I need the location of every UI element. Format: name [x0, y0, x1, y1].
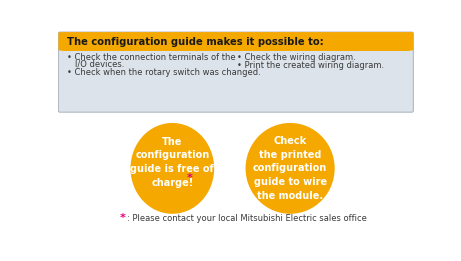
Text: • Check the wiring diagram.: • Check the wiring diagram. — [237, 53, 356, 62]
Text: *: * — [186, 173, 192, 183]
Text: The
configuration
guide is free of
charge!: The configuration guide is free of charg… — [130, 137, 214, 188]
Text: : Please contact your local Mitsubishi Electric sales office: : Please contact your local Mitsubishi E… — [127, 214, 366, 223]
Ellipse shape — [246, 123, 335, 214]
Text: I/O devices.: I/O devices. — [67, 60, 124, 69]
Text: Check
the printed
configuration
guide to wire
the module.: Check the printed configuration guide to… — [253, 136, 327, 201]
FancyBboxPatch shape — [59, 32, 414, 51]
FancyBboxPatch shape — [59, 32, 414, 112]
Text: • Print the created wiring diagram.: • Print the created wiring diagram. — [237, 61, 384, 70]
Ellipse shape — [130, 123, 214, 214]
FancyBboxPatch shape — [61, 47, 410, 51]
Text: • Check when the rotary switch was changed.: • Check when the rotary switch was chang… — [67, 68, 260, 76]
Text: The configuration guide makes it possible to:: The configuration guide makes it possibl… — [67, 37, 324, 47]
Text: • Check the connection terminals of the: • Check the connection terminals of the — [67, 53, 236, 62]
Text: *: * — [119, 213, 125, 223]
